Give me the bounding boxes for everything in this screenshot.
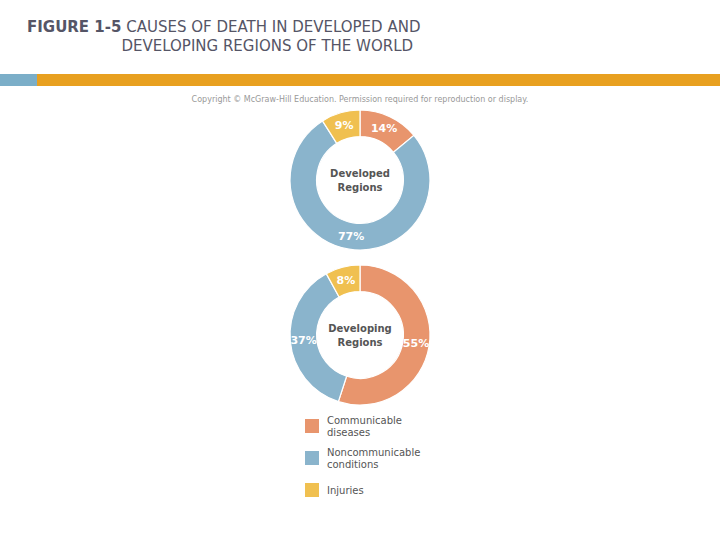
chart-svg: FIGURE 1-5 CAUSES OF DEATH IN DEVELOPED …: [0, 0, 720, 540]
donut: 14% 77% 9% Developed Regions: [290, 110, 430, 250]
annotation: Copyright © McGraw-Hill Education. Permi…: [192, 95, 529, 104]
center-label: Developing Regions: [328, 323, 392, 348]
slice: [290, 121, 430, 250]
subtitle: CAUSES OF DEATH IN DEVELOPED ANDDEVELOPI…: [121, 18, 420, 55]
data-labels: 14% 77% 9%: [335, 119, 397, 242]
text-line: Regions: [337, 337, 382, 348]
separator: [37, 74, 720, 86]
separator: [0, 74, 37, 86]
text-line: Regions: [337, 182, 382, 193]
text-line: Injuries: [327, 485, 364, 496]
legend-label: Communicablediseases: [327, 415, 402, 438]
legend: Communicablediseases Noncommunicablecondi…: [305, 415, 420, 498]
data-label: 9%: [335, 119, 354, 132]
text-line: DEVELOPING REGIONS OF THE WORLD: [121, 37, 413, 55]
data-label: 14%: [371, 122, 397, 135]
data-label: 8%: [337, 274, 356, 287]
legend-swatch: [305, 419, 319, 433]
data-label: 77%: [338, 230, 364, 243]
chart-container: FIGURE 1-5 CAUSES OF DEATH IN DEVELOPED …: [0, 0, 720, 540]
text-line: CAUSES OF DEATH IN DEVELOPED AND: [121, 18, 420, 36]
slices: [290, 110, 430, 250]
legend-swatch: [305, 451, 319, 465]
slice: [326, 265, 360, 297]
text-line: diseases: [327, 427, 370, 438]
text-line: Developed: [330, 168, 390, 179]
text-line: Developing: [328, 323, 392, 334]
legend-label: Noncommunicableconditions: [327, 447, 420, 470]
text-line: Noncommunicable: [327, 447, 420, 458]
data-label: 55%: [403, 337, 429, 350]
donut: 55% 37% 8% Developing Regions: [290, 265, 430, 405]
slice: [322, 110, 360, 143]
text-line: conditions: [327, 459, 378, 470]
center-label: Developed Regions: [330, 168, 390, 193]
legend-swatch: [305, 483, 319, 497]
data-labels: 55% 37% 8%: [290, 274, 429, 351]
legend-label: Injuries: [327, 485, 364, 496]
title: FIGURE 1-5: [27, 18, 121, 36]
text-line: Communicable: [327, 415, 402, 426]
data-label: 37%: [290, 334, 316, 347]
slices: [290, 265, 430, 405]
